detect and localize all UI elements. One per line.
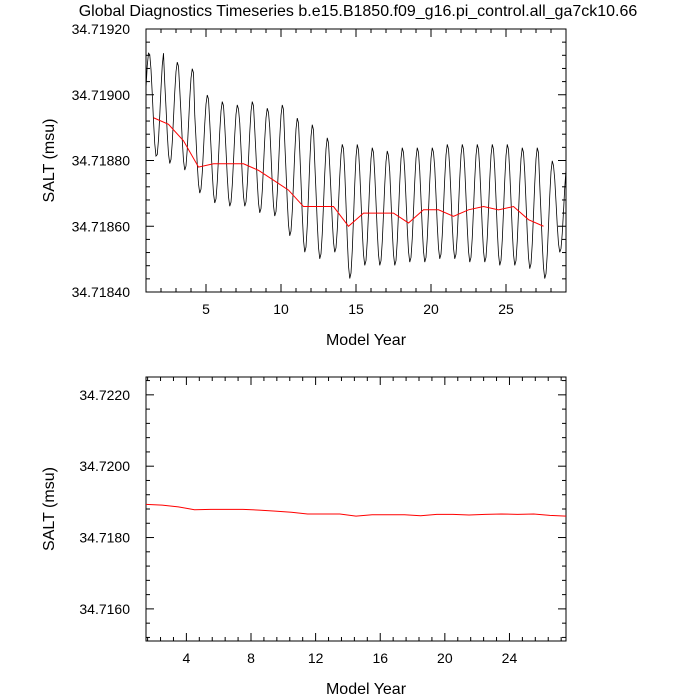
- x-axis-label: Model Year: [326, 681, 407, 698]
- x-tick-label: 24: [502, 650, 518, 666]
- y-axis-label: SALT (msu): [41, 467, 58, 551]
- timeseries-panel-bottom: 4 8 12 16 20 24 34.7160 34.7180 34.7200 34.7220 Mo…: [41, 376, 567, 698]
- y-tick-label: 34.71920: [72, 21, 131, 37]
- x-tick-label: 12: [308, 650, 324, 666]
- x-tick-label: 20: [437, 650, 453, 666]
- x-tick-label: 8: [247, 650, 255, 666]
- x-tick-label: 16: [372, 650, 388, 666]
- y-tick-label: 34.71880: [72, 153, 131, 169]
- x-tick-label: 20: [423, 301, 439, 317]
- x-tick-label: 25: [498, 301, 514, 317]
- timeseries-panel-top: 5 10 15 20 25 34.71840 34.71860 34.71880 34.7190…: [41, 21, 567, 349]
- x-tick-label: 10: [273, 301, 289, 317]
- figure-title: Global Diagnostics Timeseries b.e15.B185…: [79, 3, 638, 20]
- y-tick-label: 34.71860: [72, 218, 131, 234]
- monthly-series-line: [146, 52, 566, 279]
- y-tick-label: 34.7180: [79, 530, 130, 546]
- y-axis-label: SALT (msu): [41, 119, 58, 203]
- x-tick-label: 4: [182, 650, 190, 666]
- y-tick-label: 34.7160: [79, 601, 130, 617]
- x-axis-label: Model Year: [326, 332, 407, 349]
- y-tick-label: 34.7200: [79, 458, 130, 474]
- x-tick-label: 15: [348, 301, 364, 317]
- y-tick-label: 34.71900: [72, 87, 131, 103]
- y-tick-label: 34.7220: [79, 387, 130, 403]
- y-tick-label: 34.71840: [72, 284, 131, 300]
- annual-mean-series-line: [146, 503, 566, 517]
- x-tick-label: 5: [202, 301, 210, 317]
- annual-mean-series-line: [153, 117, 544, 227]
